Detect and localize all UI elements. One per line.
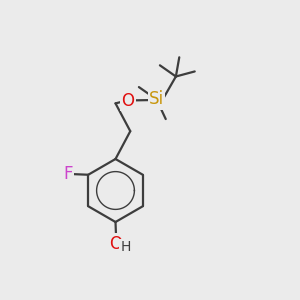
Text: F: F [63, 165, 73, 183]
Text: H: H [121, 240, 131, 254]
Text: O: O [110, 235, 123, 253]
Text: Si: Si [149, 91, 164, 109]
Text: O: O [122, 92, 135, 110]
